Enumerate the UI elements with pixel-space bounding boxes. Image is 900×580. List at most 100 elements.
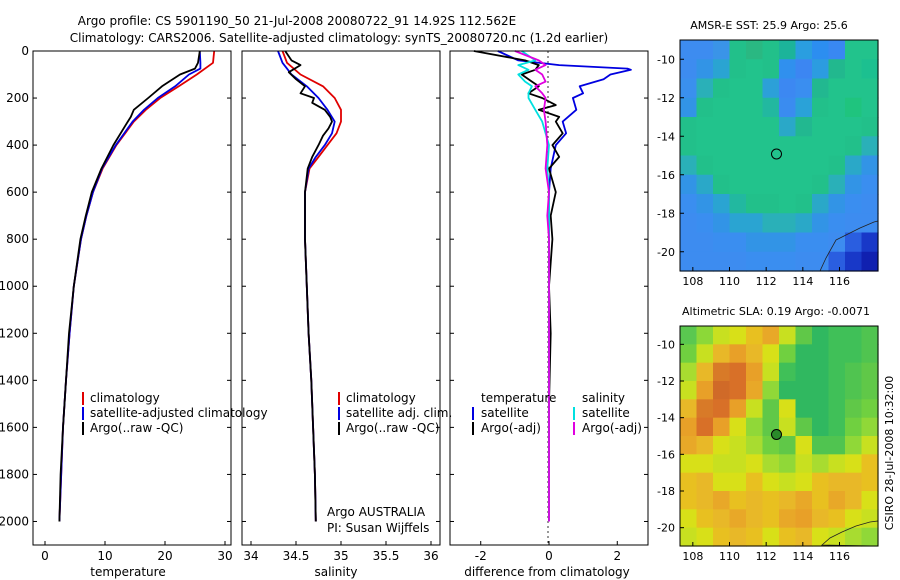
- depth-tick-label: 800: [6, 232, 29, 246]
- sla-map-cell: [812, 436, 830, 455]
- sst-map-cell: [795, 97, 813, 118]
- sla-map-xtick-label: 110: [719, 550, 740, 563]
- sst-map-cell: [779, 59, 797, 80]
- sst-map-cell: [680, 59, 698, 80]
- salinity-profile-xtick-label: 34.5: [283, 549, 310, 563]
- sla-map-cell: [762, 436, 780, 455]
- sla-map-cell: [729, 454, 747, 474]
- sla-map-cell: [845, 381, 863, 400]
- sst-map-cell: [729, 155, 747, 176]
- depth-tick-label: 1800: [0, 467, 29, 481]
- legend-sat-adj-label: satellite adj. clim.: [346, 406, 452, 420]
- sst-map-cell: [845, 251, 863, 272]
- sst-map-cell: [861, 40, 879, 60]
- sst-map-cell: [696, 78, 714, 99]
- sst-map-cell: [795, 78, 813, 99]
- sla-map-cell: [828, 326, 846, 345]
- sst-map-xtick-label: 108: [682, 275, 703, 288]
- legend-temp-sat-label: satellite: [481, 406, 529, 420]
- sst-map-cell: [762, 194, 780, 214]
- sla-map-cells: [680, 326, 879, 547]
- sla-map-xtick-label: 114: [792, 550, 813, 563]
- sst-map-cell: [762, 213, 780, 234]
- sst-map-cell: [845, 40, 863, 60]
- sla-map-ytick-label: -12: [657, 375, 675, 388]
- sla-map-cell: [779, 362, 797, 382]
- sla-map-panel: Altimetric SLA: 0.19 Argo: -0.0071 108 11…: [657, 305, 879, 563]
- sla-map-cell: [828, 362, 846, 382]
- argo-credit-line2: PI: Susan Wijffels: [327, 521, 429, 535]
- sla-map-cell: [696, 509, 714, 529]
- sst-map-cell: [762, 136, 780, 157]
- sla-map-cell: [680, 472, 698, 492]
- sla-map-cell: [812, 381, 830, 400]
- sla-map-cell: [762, 399, 780, 419]
- sst-map-cell: [746, 232, 764, 253]
- sla-map-cell: [779, 344, 797, 364]
- sla-map-cell: [729, 509, 747, 529]
- sla-map-cell: [713, 399, 731, 419]
- sla-map-cell: [795, 362, 813, 382]
- sla-map-cell: [861, 326, 879, 345]
- sst-map-cell: [713, 117, 731, 137]
- sla-map-cell: [680, 417, 698, 437]
- sla-map-cell: [779, 527, 797, 547]
- sla-map-ytick-label: -20: [657, 522, 675, 535]
- sst-map-cell: [795, 232, 813, 253]
- sla-map-cell: [828, 436, 846, 455]
- sst-map-cell: [746, 78, 764, 99]
- sla-map-cell: [845, 509, 863, 529]
- salinity-xticks-layer: 34 34.5 35 35.5 36: [243, 541, 439, 563]
- sst-map-title: AMSR-E SST: 25.9 Argo: 25.6: [690, 19, 848, 32]
- sla-map-cell: [680, 399, 698, 419]
- sst-map-cell: [729, 136, 747, 157]
- sla-map-cell: [713, 491, 731, 510]
- difference-xticks-layer: -2 0 2: [475, 541, 621, 563]
- sla-map-cell: [680, 381, 698, 400]
- sst-map-cell: [795, 59, 813, 80]
- sla-map-cell: [680, 454, 698, 474]
- sla-argo-marker: [771, 429, 782, 440]
- sla-map-cell: [729, 362, 747, 382]
- sst-map-cell: [779, 136, 797, 157]
- sst-map-cell: [746, 136, 764, 157]
- difference-profile-series-salinity-argo-adj-: [514, 50, 550, 522]
- depth-tick-label: 400: [6, 138, 29, 152]
- sla-map-cell: [779, 399, 797, 419]
- sla-map-cell: [861, 472, 879, 492]
- sst-map-xtick-label: 112: [756, 275, 777, 288]
- difference-profile-xtick-label: 2: [613, 549, 621, 563]
- sst-map-cell: [713, 155, 731, 176]
- sst-map-cell: [680, 194, 698, 214]
- sst-map-cell: [828, 155, 846, 176]
- sst-map-cell: [713, 40, 731, 60]
- sst-map-cell: [713, 97, 731, 118]
- sst-map-ticks: 108 110 112 114 116 -10 -12 -14 -16 -18 -20: [657, 53, 850, 288]
- sst-map-cell: [795, 155, 813, 176]
- sst-map-cell: [696, 194, 714, 214]
- sst-map-cell: [680, 97, 698, 118]
- sla-map-cell: [795, 381, 813, 400]
- legend-sal-sat-label: satellite: [582, 406, 630, 420]
- sla-map-cell: [680, 527, 698, 547]
- sla-map-cell: [812, 527, 830, 547]
- sst-map-cell: [713, 174, 731, 195]
- sst-map-cell: [828, 213, 846, 234]
- sst-map-cell: [696, 117, 714, 137]
- sst-map-cell: [729, 117, 747, 137]
- sst-map-cell: [812, 213, 830, 234]
- sla-map-cell: [812, 326, 830, 345]
- sla-map-cell: [812, 417, 830, 437]
- sst-map-cell: [746, 59, 764, 80]
- temperature-profile-series-satellite-adjusted-climatology: [58, 50, 202, 522]
- sla-map-cell: [729, 472, 747, 492]
- sla-map-cell: [845, 491, 863, 510]
- sst-map-ytick-label: -16: [657, 169, 675, 182]
- sla-map-cell: [696, 454, 714, 474]
- sla-map-cell: [795, 417, 813, 437]
- depth-tick-label: 1400: [0, 373, 29, 387]
- sst-map-cell: [680, 232, 698, 253]
- sst-map-cell: [729, 194, 747, 214]
- sst-map-cell: [762, 251, 780, 272]
